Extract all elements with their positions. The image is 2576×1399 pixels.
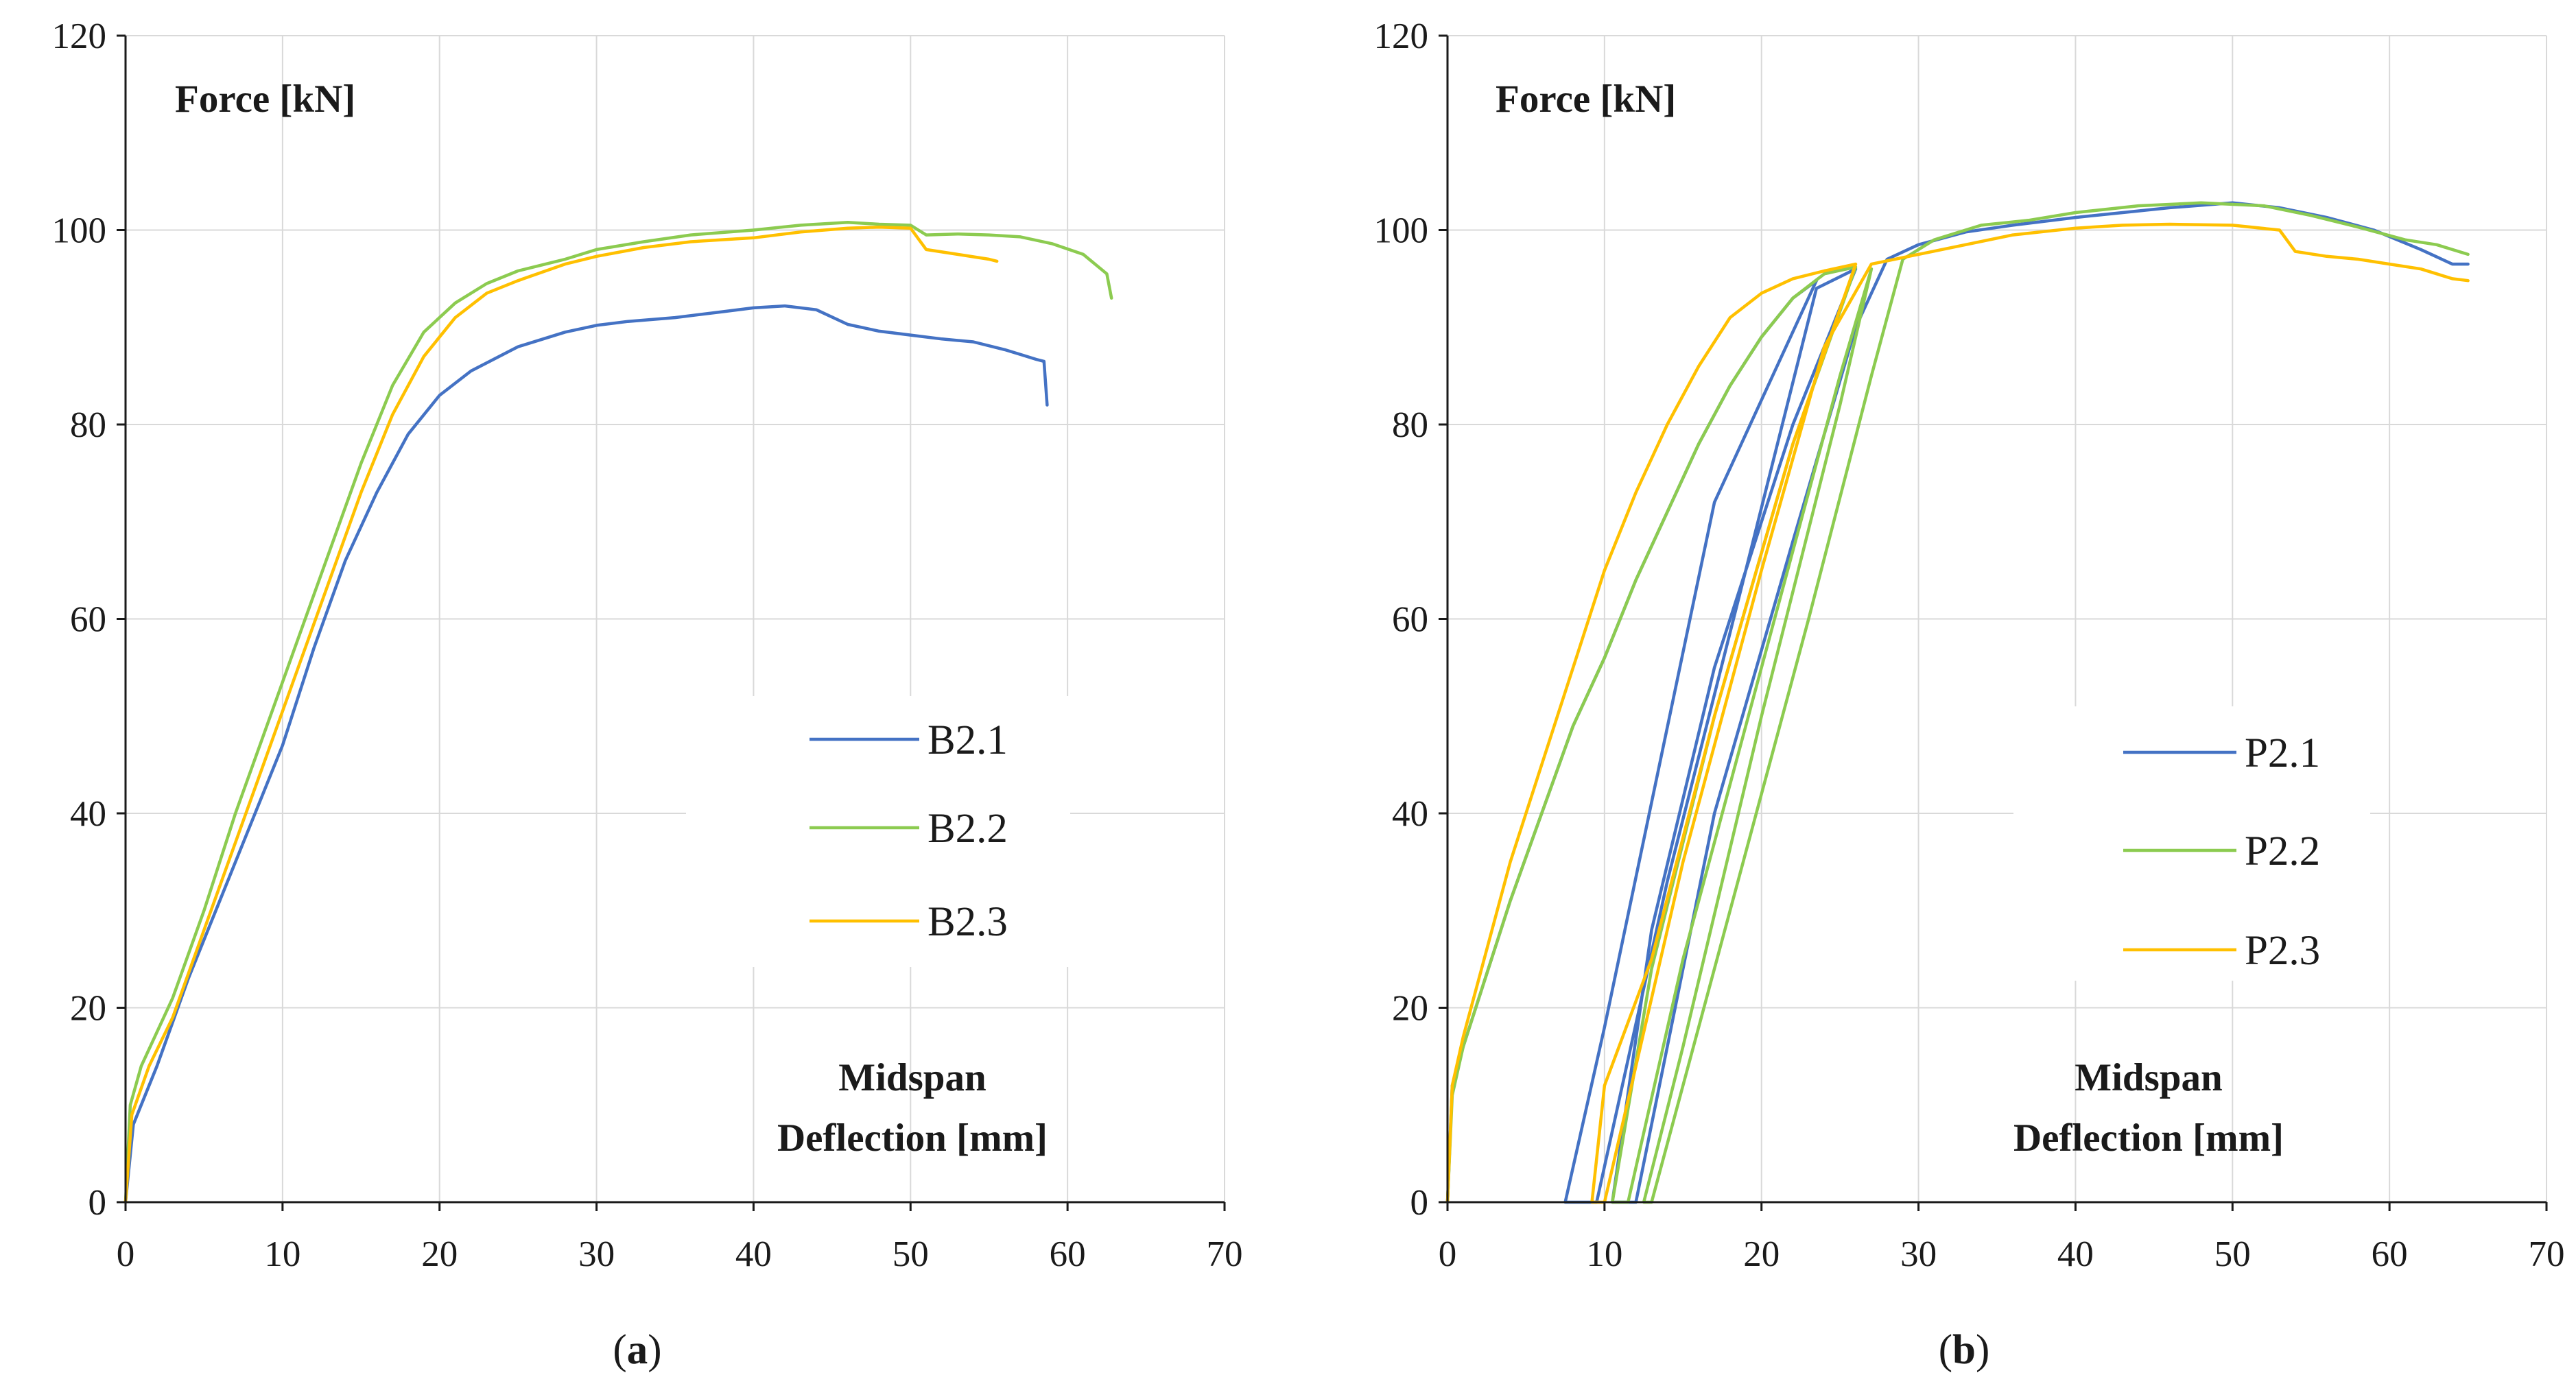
series-line-B2-1 xyxy=(123,304,1049,1204)
legend-label: P2.3 xyxy=(2245,928,2320,974)
series-line-B2-2 xyxy=(123,220,1113,1204)
x-tick-label: 70 xyxy=(1207,1234,1243,1274)
x-tick-label: 0 xyxy=(117,1234,135,1274)
x-tick-label: 60 xyxy=(2372,1234,2408,1274)
x-tick-label: 50 xyxy=(893,1234,929,1274)
x-tick-label: 20 xyxy=(421,1234,458,1274)
x-axis-title-line1: Midspan xyxy=(2075,1056,2222,1099)
y-tick-label: 100 xyxy=(1374,211,1429,251)
y-tick-label: 0 xyxy=(88,1183,107,1223)
y-tick-label: 120 xyxy=(52,16,107,56)
y-tick-label: 120 xyxy=(1374,16,1429,56)
y-axis-title: Force [kN] xyxy=(175,77,355,121)
series-line-B2-3 xyxy=(123,225,999,1204)
chart-panel-b: 0 20 40 60 80 100 120 0 10 20 30 40 50 60 70 Force [kN]… xyxy=(1374,16,2565,1373)
x-axis-title-line1: Midspan xyxy=(838,1056,986,1099)
x-tick-label: 50 xyxy=(2214,1234,2251,1274)
legend-label: B2.1 xyxy=(927,717,1008,763)
x-tick-label: 60 xyxy=(1050,1234,1086,1274)
x-tick-label: 30 xyxy=(1900,1234,1937,1274)
y-tick-label: 60 xyxy=(1392,600,1428,640)
chart-panel-a: 0 20 40 60 80 100 120 0 10 20 30 40 50 60 70 Force [kN]… xyxy=(52,16,1243,1373)
gridlines xyxy=(126,35,1225,1202)
y-tick-label: 40 xyxy=(1392,794,1428,834)
x-tick-label: 10 xyxy=(264,1234,300,1274)
legend-label: B2.3 xyxy=(927,899,1008,945)
y-tick-label: 80 xyxy=(70,405,106,445)
series-line-P2-2 xyxy=(1445,201,2470,1204)
x-axis-title-line2: Deflection [mm] xyxy=(2013,1116,2284,1160)
y-tick-label: 20 xyxy=(70,989,106,1029)
y-tick-label: 20 xyxy=(1392,989,1428,1029)
legend-label: B2.2 xyxy=(927,806,1008,852)
gridlines xyxy=(1447,35,2547,1202)
y-tick-label: 80 xyxy=(1392,405,1428,445)
x-tick-label: 20 xyxy=(1743,1234,1780,1274)
series-line-P2-1 xyxy=(1445,201,2470,1204)
y-tick-label: 60 xyxy=(70,600,106,640)
x-axis-title-line2: Deflection [mm] xyxy=(777,1116,1048,1160)
legend-box xyxy=(686,696,1070,967)
panel-label: (a) xyxy=(613,1327,661,1373)
x-tick-label: 0 xyxy=(1439,1234,1457,1274)
x-tick-label: 40 xyxy=(735,1234,772,1274)
panel-label: (b) xyxy=(1939,1327,1990,1373)
x-tick-label: 30 xyxy=(578,1234,615,1274)
legend-label: P2.2 xyxy=(2245,828,2320,874)
x-tick-label: 70 xyxy=(2529,1234,2565,1274)
x-tick-label: 40 xyxy=(2057,1234,2094,1274)
x-tick-label: 10 xyxy=(1586,1234,1622,1274)
y-tick-label: 40 xyxy=(70,794,106,834)
y-axis-title: Force [kN] xyxy=(1496,77,1676,121)
y-tick-label: 100 xyxy=(52,211,107,251)
legend-label: P2.1 xyxy=(2245,730,2320,776)
y-tick-label: 0 xyxy=(1410,1183,1429,1223)
